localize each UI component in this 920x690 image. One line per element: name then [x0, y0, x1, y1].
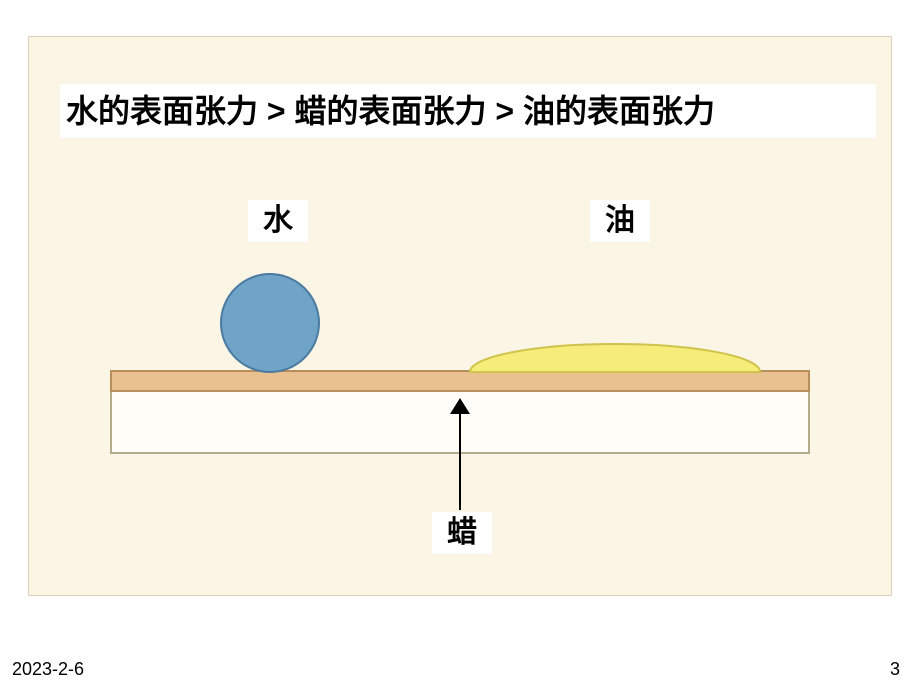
wax-surface — [110, 370, 810, 392]
footer-date: 2023-2-6 — [12, 659, 84, 680]
arrow-shaft — [459, 408, 461, 510]
label-wax: 蜡 — [432, 512, 492, 554]
label-oil: 油 — [590, 200, 650, 242]
water-droplet — [220, 273, 320, 373]
arrow-head-icon — [450, 398, 470, 414]
footer-page-number: 3 — [890, 659, 900, 680]
oil-droplet — [470, 344, 760, 372]
slide-title: 水的表面张力 > 蜡的表面张力 > 油的表面张力 — [60, 84, 876, 138]
label-water: 水 — [248, 200, 308, 242]
